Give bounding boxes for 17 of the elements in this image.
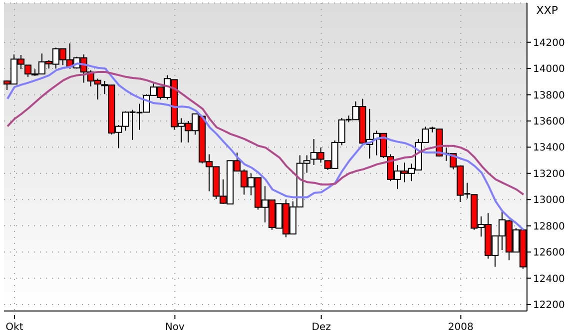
y-tick-label: 14200 (533, 38, 565, 49)
x-tick-label: Okt (6, 322, 24, 330)
y-tick-label: 13800 (533, 90, 565, 102)
y-axis-title: XXP (536, 4, 558, 17)
y-tick-label: 12200 (533, 300, 565, 311)
y-tick-label: 13600 (533, 116, 565, 128)
x-tick-label: 2008 (448, 322, 474, 330)
y-tick-label: 14000 (533, 64, 565, 76)
line-series (6, 70, 525, 196)
y-tick-label: 13400 (533, 142, 565, 154)
y-tick-label: 13200 (533, 168, 565, 180)
x-tick-label: Nov (165, 322, 185, 330)
y-tick-label: 13000 (533, 195, 565, 206)
y-tick-label: 12600 (533, 248, 565, 259)
y-tick-label: 12400 (533, 274, 565, 285)
y-tick-label: 12800 (533, 221, 565, 232)
x-tick-label: Dez (312, 322, 331, 330)
